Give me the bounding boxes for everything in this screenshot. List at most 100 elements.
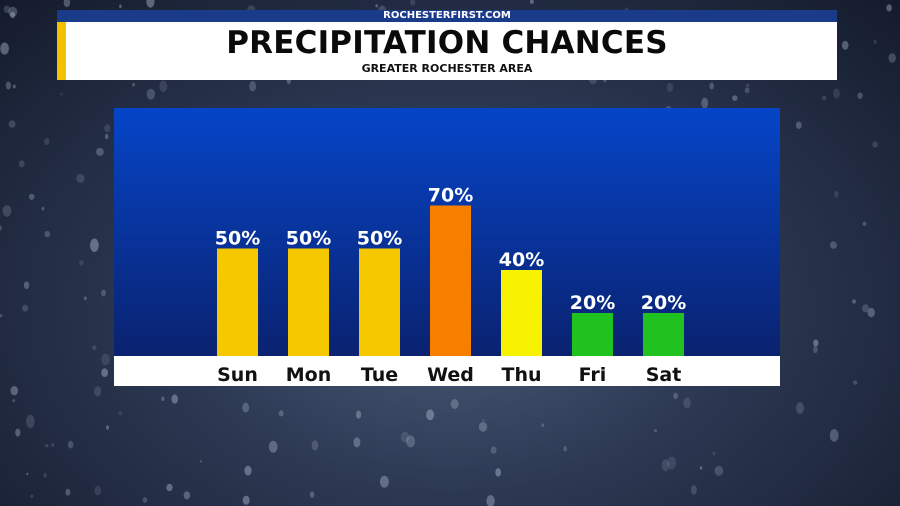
raindrop	[60, 92, 63, 96]
raindrop	[63, 0, 71, 8]
raindrop	[400, 431, 410, 443]
chart-title: PRECIPITATION CHANCES	[226, 25, 668, 61]
raindrop	[822, 95, 827, 101]
raindrop	[242, 402, 250, 413]
raindrop	[829, 429, 839, 442]
raindrop	[18, 160, 25, 168]
raindrop	[701, 97, 709, 109]
raindrop	[833, 88, 840, 99]
category-label-fri: Fri	[579, 364, 607, 386]
raindrop	[41, 206, 45, 211]
raindrop	[104, 133, 109, 140]
category-label-wed: Wed	[427, 364, 474, 386]
raindrop	[28, 193, 35, 200]
raindrop	[450, 399, 459, 409]
website-banner: ROCHESTERFIRST.COM	[57, 10, 837, 22]
bar-mon	[288, 248, 329, 356]
raindrop	[867, 307, 875, 318]
raindrop	[744, 87, 750, 94]
raindrop	[813, 339, 819, 347]
raindrop	[90, 238, 99, 252]
value-label-tue: 50%	[357, 228, 402, 250]
raindrop	[667, 456, 677, 470]
raindrop	[23, 281, 30, 290]
raindrop	[732, 95, 738, 101]
raindrop	[51, 443, 55, 448]
category-label-mon: Mon	[286, 364, 332, 386]
raindrop	[15, 428, 21, 437]
raindrop	[171, 394, 178, 404]
raindrop	[309, 491, 315, 498]
raindrop	[76, 173, 85, 183]
chart-subtitle: GREATER ROCHESTER AREA	[361, 62, 533, 75]
raindrop	[199, 460, 202, 463]
raindrop	[92, 345, 97, 351]
raindrop	[83, 296, 87, 301]
raindrop	[10, 386, 19, 396]
raindrop	[490, 446, 497, 454]
raindrop	[690, 485, 697, 495]
bar-wed	[430, 205, 471, 356]
raindrop	[244, 465, 252, 476]
raindrop	[857, 92, 863, 99]
raindrop	[249, 80, 257, 92]
raindrop	[101, 353, 110, 366]
raindrop	[841, 40, 849, 50]
raindrop	[482, 418, 485, 422]
raindrop	[375, 4, 379, 8]
raindrop	[311, 440, 319, 451]
website-label: ROCHESTERFIRST.COM	[383, 10, 511, 21]
raindrop	[0, 42, 9, 55]
raindrop	[161, 396, 165, 402]
raindrop	[353, 437, 361, 448]
raindrop	[410, 0, 416, 6]
raindrop	[0, 314, 3, 318]
raindrop	[94, 485, 102, 496]
value-label-mon: 50%	[286, 228, 331, 250]
raindrop	[10, 11, 16, 19]
raindrop	[872, 141, 878, 148]
raindrop	[183, 491, 191, 500]
raindrop	[356, 410, 362, 419]
raindrop	[873, 39, 877, 45]
raindrop	[853, 380, 858, 385]
bar-sat	[643, 313, 684, 356]
raindrop	[426, 409, 435, 421]
raindrop	[12, 399, 16, 403]
raindrop	[486, 495, 495, 506]
raindrop	[242, 495, 250, 505]
raindrop	[862, 221, 867, 226]
raindrop	[26, 472, 29, 476]
raindrop	[12, 84, 16, 89]
precipitation-bar-chart: 50% Sun 50% Mon 50% Tue 70% Wed 40% Thu 20% Fri 20% S…	[114, 108, 780, 386]
raindrop	[104, 124, 111, 133]
raindrop	[714, 465, 724, 476]
title-accent-stripe	[57, 22, 66, 80]
raindrop	[159, 80, 168, 93]
category-label-thu: Thu	[501, 364, 541, 386]
raindrop	[886, 4, 892, 12]
raindrop	[888, 53, 896, 63]
raindrop	[44, 138, 50, 145]
raindrop	[654, 429, 657, 433]
raindrop	[30, 494, 33, 498]
raindrop	[67, 440, 74, 449]
value-label-wed: 70%	[428, 185, 473, 207]
title-panel: PRECIPITATION CHANCES GREATER ROCHESTER …	[57, 22, 837, 80]
bar-fri	[572, 313, 613, 356]
raindrop	[132, 82, 136, 87]
raindrop	[813, 346, 818, 354]
raindrop	[712, 451, 716, 456]
raindrop	[406, 435, 416, 448]
raindrop	[8, 120, 16, 128]
raindrop	[709, 82, 714, 90]
category-label-tue: Tue	[361, 364, 398, 386]
raindrop	[79, 260, 84, 266]
raindrop	[146, 0, 155, 8]
bar-sun	[217, 248, 258, 356]
bar-thu	[501, 270, 542, 356]
category-label-sat: Sat	[646, 364, 682, 386]
raindrop	[166, 483, 173, 492]
raindrop	[666, 82, 674, 92]
raindrop	[862, 304, 869, 313]
